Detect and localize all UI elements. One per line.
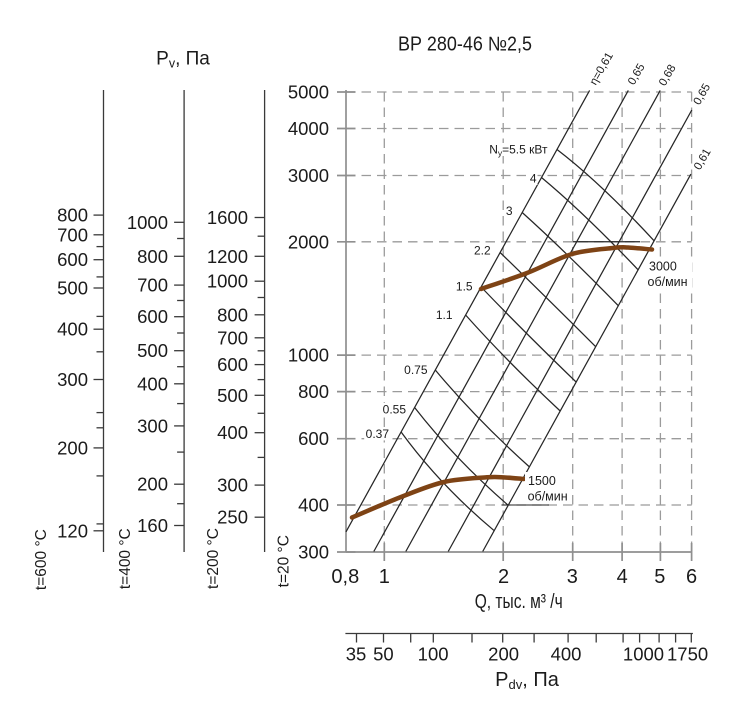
svg-text:200: 200 [488,644,519,665]
svg-text:700: 700 [57,224,88,245]
svg-text:100: 100 [418,644,449,665]
svg-text:35: 35 [346,644,367,665]
svg-text:700: 700 [137,275,168,296]
svg-text:t=20 °C: t=20 °C [276,535,293,587]
svg-text:600: 600 [137,306,168,327]
svg-text:400: 400 [57,319,88,340]
svg-text:400: 400 [298,495,329,516]
svg-text:3000: 3000 [649,260,677,274]
svg-text:500: 500 [57,278,88,299]
svg-text:1000: 1000 [207,271,248,292]
svg-text:600: 600 [298,428,329,449]
svg-text:0,8: 0,8 [331,566,359,588]
svg-text:2000: 2000 [288,231,329,252]
svg-text:1600: 1600 [207,207,248,228]
svg-text:2.2: 2.2 [474,244,491,258]
svg-text:300: 300 [57,369,88,390]
svg-text:1: 1 [379,566,390,588]
svg-text:800: 800 [137,246,168,267]
svg-text:0.75: 0.75 [404,363,428,377]
svg-text:об/мин: об/мин [648,275,688,289]
svg-text:ВР 280-46 №2,5: ВР 280-46 №2,5 [398,34,532,56]
svg-text:160: 160 [137,515,168,536]
svg-text:1000: 1000 [127,212,168,233]
svg-text:1000: 1000 [623,644,664,665]
svg-text:1.5: 1.5 [456,280,473,294]
svg-text:4: 4 [530,172,537,186]
svg-text:300: 300 [298,542,329,563]
svg-text:4000: 4000 [288,118,329,139]
svg-text:4: 4 [617,566,628,588]
svg-text:t=400 °C: t=400 °C [117,528,134,589]
svg-text:400: 400 [551,644,582,665]
svg-text:3000: 3000 [288,165,329,186]
svg-text:5: 5 [654,566,665,588]
svg-text:t=600 °C: t=600 °C [33,529,50,590]
svg-text:700: 700 [217,327,248,348]
svg-text:120: 120 [57,520,88,541]
svg-text:Q, тыс. м³ /ч: Q, тыс. м³ /ч [475,591,563,613]
svg-text:1000: 1000 [288,345,329,366]
svg-text:250: 250 [217,507,248,528]
svg-text:200: 200 [57,437,88,458]
svg-text:800: 800 [57,205,88,226]
svg-text:Pv, Па: Pv, Па [156,49,210,71]
svg-text:1.1: 1.1 [436,308,453,322]
svg-text:2: 2 [498,566,509,588]
svg-text:600: 600 [57,249,88,270]
svg-text:800: 800 [298,381,329,402]
svg-text:300: 300 [137,415,168,436]
svg-text:300: 300 [217,475,248,496]
svg-text:3: 3 [567,566,578,588]
svg-text:400: 400 [137,373,168,394]
svg-text:Nу=5.5 кВт: Nу=5.5 кВт [489,143,548,159]
svg-text:500: 500 [137,340,168,361]
svg-text:50: 50 [373,644,394,665]
svg-text:600: 600 [217,354,248,375]
svg-text:3: 3 [506,204,513,218]
svg-text:t=200 °C: t=200 °C [205,528,222,589]
svg-text:Pdv, Па: Pdv, Па [495,669,560,692]
svg-text:800: 800 [217,304,248,325]
svg-text:200: 200 [137,474,168,495]
svg-text:5000: 5000 [288,82,329,103]
svg-text:1500: 1500 [528,474,556,488]
svg-text:об/мин: об/мин [528,490,568,504]
svg-text:0.37: 0.37 [366,427,390,441]
svg-text:6: 6 [686,566,697,588]
svg-text:0.55: 0.55 [383,402,407,416]
svg-text:1200: 1200 [207,246,248,267]
svg-text:500: 500 [217,385,248,406]
svg-text:400: 400 [217,422,248,443]
svg-text:1750: 1750 [667,644,708,665]
